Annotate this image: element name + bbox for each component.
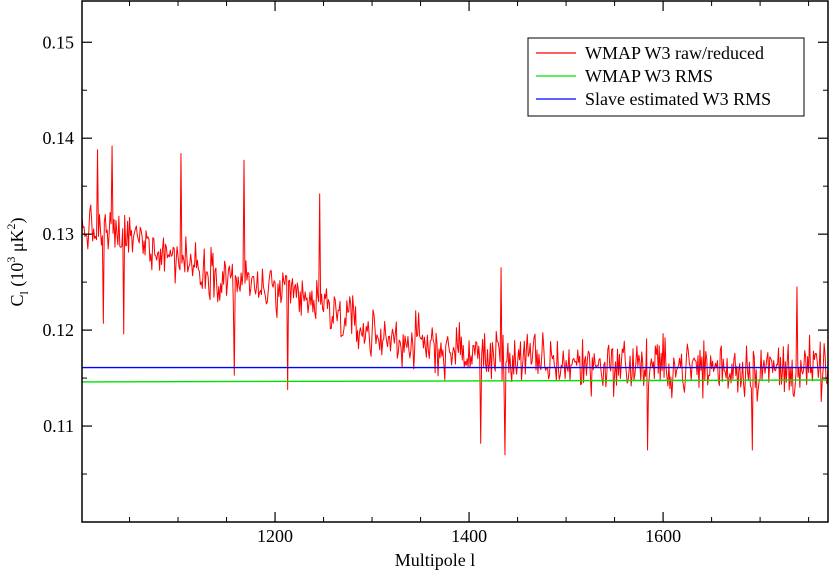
y-axis-title-open: (10 — [7, 263, 28, 292]
plot-frame — [81, 0, 829, 523]
ticks-layer: 1200 1400 1600 0.11 0.12 0.13 0.14 0.15 — [43, 1, 828, 546]
y-axis-title-unit-exp: 2 — [4, 223, 18, 229]
series-line-0 — [81, 145, 829, 456]
legend-box — [527, 37, 805, 117]
x-tick-label: 1200 — [257, 526, 293, 546]
legend: WMAP W3 raw/reduced WMAP W3 RMS Slave es… — [527, 37, 805, 117]
legend-label-raw: WMAP W3 raw/reduced — [585, 43, 764, 63]
legend-label-slave: Slave estimated W3 RMS — [585, 89, 771, 109]
y-axis-title-sub: l — [17, 290, 31, 294]
y-tick-label: 0.11 — [43, 416, 74, 436]
y-tick-label: 0.13 — [43, 224, 75, 244]
y-axis-title-main: C — [7, 294, 27, 306]
y-axis-title: Cl (103 μK2) — [4, 217, 31, 306]
y-tick-label: 0.14 — [43, 128, 75, 148]
y-tick-label: 0.12 — [43, 320, 75, 340]
legend-label-rms: WMAP W3 RMS — [585, 66, 713, 86]
x-tick-label: 1600 — [645, 526, 681, 546]
y-tick-label: 0.15 — [43, 32, 75, 52]
x-axis-title: Multipole l — [395, 550, 476, 570]
y-axis-title-close: ) — [7, 217, 28, 223]
series-layer — [81, 145, 829, 456]
y-axis-title-unit: μK — [7, 229, 27, 256]
y-axis-title-exp: 3 — [4, 257, 18, 263]
x-tick-label: 1400 — [451, 526, 487, 546]
series-line-1 — [81, 379, 829, 383]
